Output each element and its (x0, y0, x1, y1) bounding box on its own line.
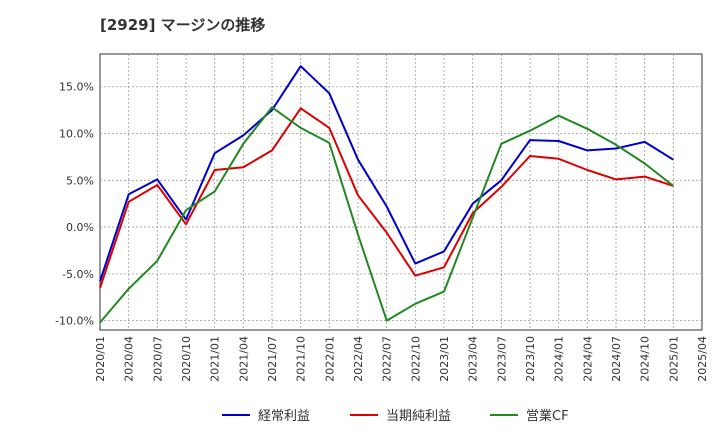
y-tick-label: 5.0% (66, 174, 94, 187)
x-tick-label: 2021/01 (209, 336, 222, 382)
y-tick-labels: -10.0% -5.0% 0.0% 5.0% 10.0% 15.0% (55, 81, 94, 328)
legend-label: 当期純利益 (386, 409, 451, 424)
x-tick-label: 2022/01 (323, 336, 336, 382)
x-tick-label: 2022/04 (352, 336, 365, 382)
plot-area (99, 53, 703, 331)
x-tick-label: 2020/01 (94, 336, 107, 382)
x-tick-label: 2021/04 (237, 336, 250, 382)
x-tick-labels: 2020/01 2020/04 2020/07 2020/10 2021/01 2021/… (94, 336, 709, 382)
x-tick-label: 2023/10 (524, 336, 537, 382)
x-tick-label: 2020/07 (151, 336, 164, 382)
x-tick-label: 2022/07 (381, 336, 394, 382)
x-tick-label: 2023/07 (495, 336, 508, 382)
y-tick-label: 0.0% (66, 221, 94, 234)
x-tick-label: 2023/01 (438, 336, 451, 382)
legend-label: 営業CF (526, 408, 569, 424)
x-tick-label: 2021/10 (295, 336, 308, 382)
x-tick-label: 2020/10 (180, 336, 193, 382)
series-line (99, 106, 674, 324)
x-tick-label: 2024/01 (553, 336, 566, 382)
legend: 経常利益 当期純利益 営業CF (222, 408, 569, 424)
x-tick-label: 2024/07 (610, 336, 623, 382)
chart-title: [2929] マージンの推移 (100, 16, 266, 34)
y-tick-label: 10.0% (59, 128, 94, 141)
y-tick-label: -10.0% (55, 315, 94, 328)
x-tick-label: 2024/10 (639, 336, 652, 382)
y-tick-label: 15.0% (59, 81, 94, 94)
series-line (99, 65, 674, 282)
x-tick-label: 2021/07 (266, 336, 279, 382)
x-tick-label: 2020/04 (123, 336, 136, 382)
x-tick-label: 2023/04 (467, 336, 480, 382)
legend-label: 経常利益 (258, 409, 310, 424)
x-tick-label: 2025/04 (696, 336, 709, 382)
y-tick-label: -5.0% (62, 268, 94, 281)
x-tick-label: 2024/04 (581, 336, 594, 382)
series-lines (99, 65, 674, 324)
x-tick-label: 2022/10 (409, 336, 422, 382)
x-tick-label: 2025/01 (667, 336, 680, 382)
series-line (99, 107, 674, 289)
